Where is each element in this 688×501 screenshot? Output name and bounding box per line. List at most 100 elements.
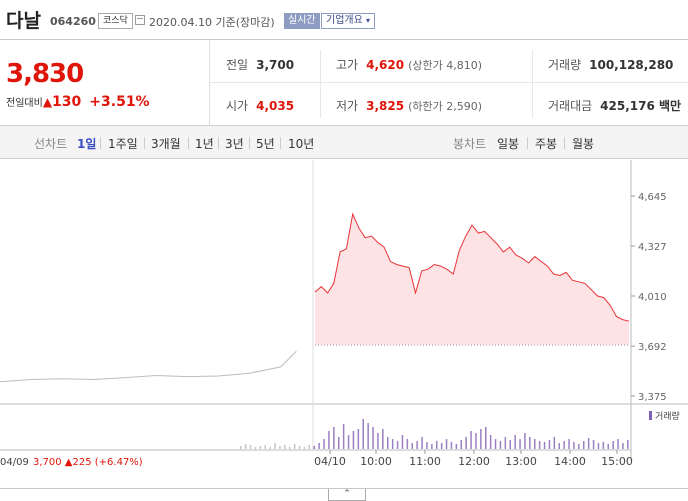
up-arrow-icon: ▲ bbox=[42, 95, 53, 109]
upper-limit: (상한가 4,810) bbox=[408, 59, 482, 72]
stat-label: 고가 bbox=[336, 58, 359, 72]
tab-weekly-candle[interactable]: 주봉 bbox=[535, 137, 558, 151]
volume-bar bbox=[279, 446, 281, 449]
stat-value: 4,035 bbox=[256, 99, 295, 113]
volume-bar bbox=[485, 427, 487, 449]
volume-bar bbox=[558, 443, 560, 449]
volume-bar bbox=[519, 439, 521, 449]
chart-footer: ⌃ bbox=[0, 475, 688, 501]
tab-1d[interactable]: 1일 bbox=[77, 137, 97, 151]
stat-value: 3,700 bbox=[256, 58, 295, 72]
company-overview-label: 기업개요 bbox=[326, 15, 363, 26]
volume-bar bbox=[587, 438, 590, 449]
volume-bar bbox=[524, 433, 526, 449]
tab-divider bbox=[188, 137, 189, 149]
realtime-button[interactable]: 실시간 bbox=[284, 13, 320, 29]
x-tick-label: 10:00 bbox=[360, 455, 392, 468]
volume-bar bbox=[338, 437, 340, 449]
tab-divider bbox=[218, 137, 219, 149]
volume-bar bbox=[475, 433, 477, 449]
chart-tabs: 선차트 1일 1주일 3개월 1년 3년 5년 10년 봉차트 일봉 주봉 월봉 bbox=[0, 125, 688, 159]
stat-volume: 거래량 100,128,280 bbox=[548, 56, 673, 73]
prev-day-summary: 3,700 ▲225 (+6.47%) bbox=[33, 457, 143, 468]
market-badge: 코스닥 bbox=[98, 13, 133, 29]
volume-bar bbox=[308, 445, 311, 449]
volume-bar bbox=[254, 447, 257, 449]
volume-bar bbox=[411, 443, 413, 449]
volume-bar bbox=[563, 441, 565, 449]
stat-label: 거래대금 bbox=[548, 99, 593, 113]
volume-bar bbox=[494, 439, 497, 449]
stat-high: 고가 4,620 (상한가 4,810) bbox=[336, 56, 482, 73]
company-overview-button[interactable]: 기업개요 ▾ bbox=[321, 13, 376, 29]
volume-bar bbox=[421, 437, 423, 449]
stats-divider bbox=[210, 82, 688, 83]
volume-bar bbox=[529, 437, 531, 449]
volume-bar bbox=[391, 439, 394, 449]
collapse-toggle-button[interactable]: ⌃ bbox=[328, 489, 366, 501]
volume-bar bbox=[573, 442, 575, 449]
column-divider bbox=[532, 50, 533, 118]
volume-bar bbox=[396, 441, 399, 449]
stat-value: 4,620 bbox=[366, 58, 405, 72]
volume-bar bbox=[274, 443, 276, 449]
tab-5y[interactable]: 5년 bbox=[256, 137, 275, 151]
lower-limit: (하한가 2,590) bbox=[408, 100, 482, 113]
price-area-fill bbox=[315, 214, 629, 345]
volume-bar bbox=[318, 443, 320, 449]
volume-bar bbox=[249, 445, 252, 449]
volume-bar bbox=[440, 443, 443, 449]
tab-divider bbox=[144, 137, 145, 149]
volume-bar bbox=[445, 439, 448, 449]
volume-bar bbox=[264, 445, 266, 449]
footer-divider bbox=[0, 488, 688, 489]
column-divider bbox=[320, 50, 321, 118]
volume-bar bbox=[284, 445, 286, 449]
volume-bar bbox=[293, 444, 296, 449]
tab-1y[interactable]: 1년 bbox=[195, 137, 214, 151]
stat-value: 425,176 백만 bbox=[600, 99, 682, 113]
stat-label: 저가 bbox=[336, 99, 359, 113]
stat-value: 3,825 bbox=[366, 99, 405, 113]
tab-monthly-candle[interactable]: 월봉 bbox=[572, 137, 595, 151]
volume-bar bbox=[470, 431, 472, 449]
volume-bar bbox=[244, 444, 247, 449]
volume-bar bbox=[401, 435, 404, 449]
y-tick-label: 3,375 bbox=[638, 392, 667, 403]
x-tick-label: 11:00 bbox=[409, 455, 441, 468]
volume-bar bbox=[289, 447, 291, 449]
volume-bar bbox=[347, 435, 350, 449]
volume-bar bbox=[489, 435, 492, 449]
volume-bar bbox=[357, 429, 360, 449]
volume-bar bbox=[627, 440, 629, 449]
volume-bar bbox=[607, 444, 609, 449]
stat-label: 시가 bbox=[226, 99, 249, 113]
tab-3y[interactable]: 3년 bbox=[225, 137, 244, 151]
tab-divider bbox=[564, 137, 565, 149]
x-tick-label: 14:00 bbox=[554, 455, 586, 468]
calendar-icon bbox=[135, 15, 145, 25]
volume-legend-label: 거래량 bbox=[655, 410, 680, 422]
y-tick-label: 4,010 bbox=[638, 292, 667, 303]
volume-bar bbox=[382, 429, 384, 449]
volume-bar bbox=[372, 427, 374, 449]
volume-bar bbox=[504, 437, 507, 449]
tab-daily-candle[interactable]: 일봉 bbox=[497, 137, 520, 151]
tab-3m[interactable]: 3개월 bbox=[151, 137, 181, 151]
volume-bar bbox=[578, 444, 580, 449]
x-tick-label: 13:00 bbox=[505, 455, 537, 468]
volume-bar bbox=[622, 443, 624, 449]
tab-10y[interactable]: 10년 bbox=[288, 137, 315, 151]
price-line bbox=[314, 212, 630, 322]
tab-1w[interactable]: 1주일 bbox=[108, 137, 138, 151]
volume-bar bbox=[352, 431, 355, 449]
change-value: 130 bbox=[52, 94, 82, 110]
price-box: 3,830 전일대비▲130 +3.51% bbox=[0, 40, 210, 125]
tab-divider bbox=[100, 137, 101, 149]
stat-label: 전일 bbox=[226, 58, 249, 72]
volume-bar bbox=[377, 433, 379, 449]
volume-bar bbox=[431, 444, 433, 449]
change-label: 전일대비 bbox=[6, 98, 43, 109]
volume-bar bbox=[592, 440, 595, 449]
intraday-chart: 4,645 4,327 4,010 3,692 3,375 04/10 10:00 11:00… bbox=[0, 160, 688, 468]
